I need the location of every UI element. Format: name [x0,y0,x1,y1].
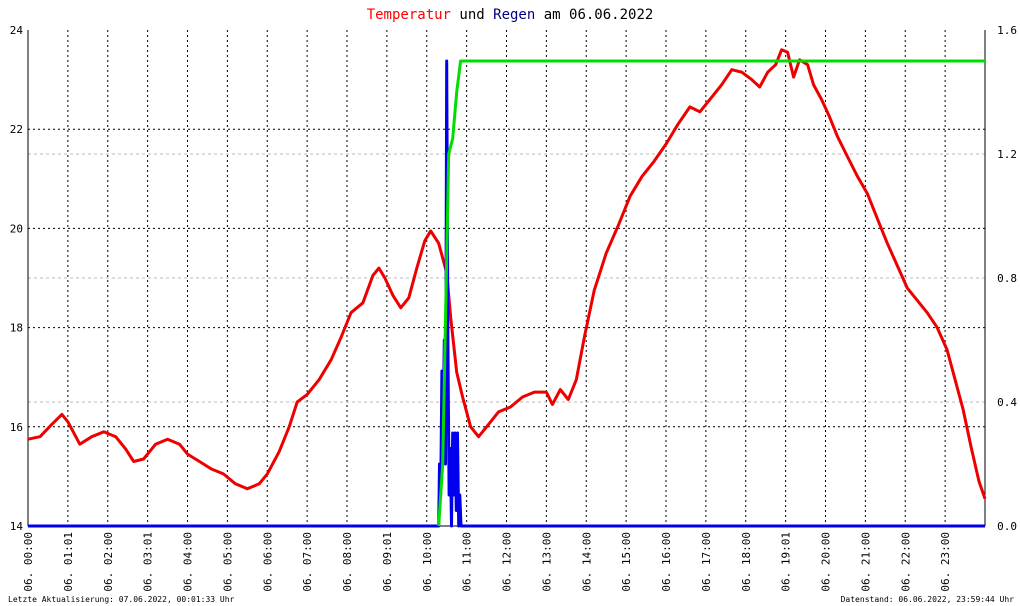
x-tick-label: 06. 08:00 [341,532,354,592]
y-right-tick-label: 0.0 [997,520,1017,533]
footer-data-status: Datenstand: 06.06.2022, 23:59:44 Uhr [841,595,1015,604]
x-tick-label: 06. 15:00 [620,532,633,592]
x-axis-ticks: 06. 00:00 06. 01:01 06. 02:00 06. 03:01 06. … [22,532,952,592]
chart-title: Temperatur und Regen am 06.06.2022 [367,7,654,23]
title-date: am 06.06.2022 [535,7,653,23]
x-tick-label: 06. 10:00 [421,532,434,592]
x-tick-label: 06. 00:00 [22,532,35,592]
x-tick-label: 06. 18:00 [740,532,753,592]
x-tick-label: 06. 17:00 [700,532,713,592]
x-tick-label: 06. 03:01 [142,532,155,592]
y-axis-right-ticks: 0.0 0.4 0.8 1.2 1.6 [997,24,1017,533]
x-tick-label: 06. 21:00 [859,532,872,592]
y-left-tick-label: 24 [10,24,24,37]
y-left-tick-label: 22 [10,123,23,136]
y-right-tick-label: 0.4 [997,396,1017,409]
footer-last-update: Letzte Aktualisierung: 07.06.2022, 00:01… [8,595,235,604]
x-tick-label: 06. 23:00 [939,532,952,592]
y-right-tick-label: 1.6 [997,24,1017,37]
x-tick-label: 06. 14:00 [580,532,593,592]
x-tick-label: 06. 13:00 [540,532,553,592]
title-rain: Regen [493,7,535,23]
x-tick-label: 06. 22:00 [899,532,912,592]
x-tick-label: 06. 07:00 [301,532,314,592]
x-tick-label: 06. 20:00 [820,532,833,592]
series-line-3 [437,59,985,527]
x-tick-label: 06. 01:01 [62,532,75,592]
x-tick-label: 06. 19:01 [780,532,793,592]
title-and: und [451,7,493,23]
grid-lines [28,30,985,526]
y-axis-left-ticks: 14 16 18 20 22 24 [10,24,24,533]
series-lines [27,48,987,528]
x-tick-label: 06. 09:01 [381,532,394,592]
y-left-tick-label: 14 [10,520,24,533]
y-right-tick-label: 0.8 [997,272,1017,285]
x-tick-label: 06. 05:00 [221,532,234,592]
y-left-tick-label: 20 [10,222,23,235]
x-tick-label: 06. 06:00 [261,532,274,592]
x-tick-label: 06. 02:00 [102,532,115,592]
x-tick-label: 06. 16:00 [660,532,673,592]
x-tick-label: 06. 12:00 [501,532,514,592]
y-left-tick-label: 18 [10,322,23,335]
title-temperature: Temperatur [367,7,451,23]
y-right-tick-label: 1.2 [997,148,1017,161]
series-line-1 [27,48,987,500]
y-left-tick-label: 16 [10,421,23,434]
x-tick-label: 06. 11:00 [461,532,474,592]
x-tick-label: 06. 04:00 [182,532,195,592]
